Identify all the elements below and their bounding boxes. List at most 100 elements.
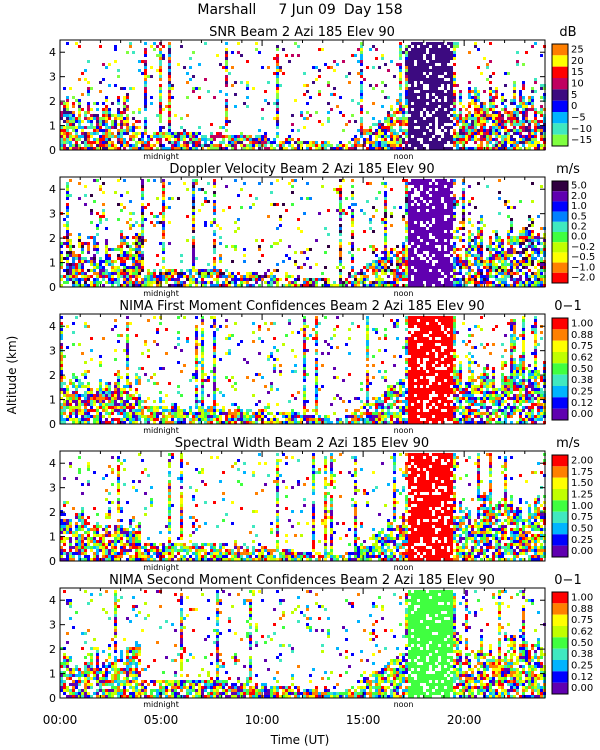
heatmap-cell <box>69 415 72 418</box>
heatmap-cell <box>405 209 408 212</box>
heatmap-cell <box>384 266 387 269</box>
heatmap-cell <box>75 99 78 102</box>
heatmap-cell <box>381 57 384 60</box>
heatmap-cell <box>348 81 351 84</box>
heatmap-cell <box>99 141 102 144</box>
heatmap-cell <box>405 212 408 215</box>
heatmap-cell <box>111 132 114 135</box>
heatmap-cell <box>525 108 528 111</box>
heatmap-cell <box>177 361 180 364</box>
heatmap-cell <box>396 117 399 120</box>
heatmap-cell <box>141 415 144 418</box>
heatmap-cell <box>471 138 474 141</box>
heatmap-cell <box>405 269 408 272</box>
heatmap-cell <box>135 284 138 287</box>
heatmap-cell <box>447 248 450 251</box>
heatmap-cell <box>90 409 93 412</box>
heatmap-cell <box>474 90 477 93</box>
heatmap-cell <box>153 412 156 415</box>
heatmap-cell <box>501 108 504 111</box>
heatmap-cell <box>141 284 144 287</box>
heatmap-cell <box>441 194 444 197</box>
heatmap-cell <box>60 343 63 346</box>
heatmap-cell <box>144 51 147 54</box>
heatmap-cell <box>435 144 438 147</box>
heatmap-cell <box>186 132 189 135</box>
heatmap-cell <box>192 215 195 218</box>
heatmap-cell <box>123 260 126 263</box>
heatmap-cell <box>186 278 189 281</box>
heatmap-cell <box>357 281 360 284</box>
heatmap-cell <box>159 66 162 69</box>
heatmap-cell <box>147 75 150 78</box>
heatmap-cell <box>186 72 189 75</box>
heatmap-cell <box>534 257 537 260</box>
heatmap-cell <box>69 117 72 120</box>
heatmap-cell <box>66 182 69 185</box>
heatmap-cell <box>345 281 348 284</box>
heatmap-cell <box>162 224 165 227</box>
heatmap-cell <box>183 409 186 412</box>
heatmap-cell <box>309 266 312 269</box>
heatmap-cell <box>87 400 90 403</box>
heatmap-cell <box>351 185 354 188</box>
heatmap-cell <box>327 245 330 248</box>
heatmap-cell <box>69 269 72 272</box>
heatmap-cell <box>144 96 147 99</box>
heatmap-cell <box>405 260 408 263</box>
heatmap-cell <box>420 135 423 138</box>
heatmap-cell <box>513 266 516 269</box>
heatmap-cell <box>405 72 408 75</box>
heatmap-cell <box>387 144 390 147</box>
heatmap-cell <box>489 135 492 138</box>
heatmap-cell <box>516 141 519 144</box>
heatmap-cell <box>168 284 171 287</box>
heatmap-cell <box>384 141 387 144</box>
heatmap-cell <box>123 412 126 415</box>
heatmap-cell <box>294 141 297 144</box>
heatmap-cell <box>168 99 171 102</box>
heatmap-cell <box>117 281 120 284</box>
heatmap-cell <box>429 87 432 90</box>
heatmap-cell <box>231 278 234 281</box>
heatmap-cell <box>540 87 543 90</box>
heatmap-cell <box>438 206 441 209</box>
heatmap-cell <box>123 257 126 260</box>
heatmap-cell <box>60 144 63 147</box>
heatmap-cell <box>489 102 492 105</box>
heatmap-cell <box>426 236 429 239</box>
heatmap-cell <box>435 224 438 227</box>
heatmap-cell <box>114 60 117 63</box>
heatmap-cell <box>339 257 342 260</box>
heatmap-cell <box>402 260 405 263</box>
heatmap-cell <box>357 278 360 281</box>
heatmap-cell <box>171 132 174 135</box>
heatmap-cell <box>96 266 99 269</box>
heatmap-cell <box>288 281 291 284</box>
heatmap-cell <box>453 123 456 126</box>
heatmap-cell <box>399 144 402 147</box>
heatmap-cell <box>534 141 537 144</box>
header-date: 7 Jun 09 <box>278 2 336 18</box>
heatmap-cell <box>462 117 465 120</box>
heatmap-cell <box>183 272 186 275</box>
heatmap-cell <box>405 275 408 278</box>
heatmap-cell <box>486 117 489 120</box>
time-marker-label: noon <box>394 152 414 161</box>
heatmap-cell <box>468 102 471 105</box>
heatmap-cell <box>192 227 195 230</box>
heatmap-cell <box>429 111 432 114</box>
heatmap-cell <box>108 126 111 129</box>
heatmap-cell <box>525 275 528 278</box>
heatmap-cell <box>159 144 162 147</box>
heatmap-cell <box>258 182 261 185</box>
heatmap-cell <box>360 45 363 48</box>
heatmap-cell <box>276 227 279 230</box>
heatmap-cell <box>207 147 210 150</box>
heatmap-cell <box>540 105 543 108</box>
heatmap-cell <box>141 406 144 409</box>
heatmap-cell <box>420 144 423 147</box>
heatmap-cell <box>513 126 516 129</box>
heatmap-cell <box>105 263 108 266</box>
heatmap-cell <box>192 144 195 147</box>
